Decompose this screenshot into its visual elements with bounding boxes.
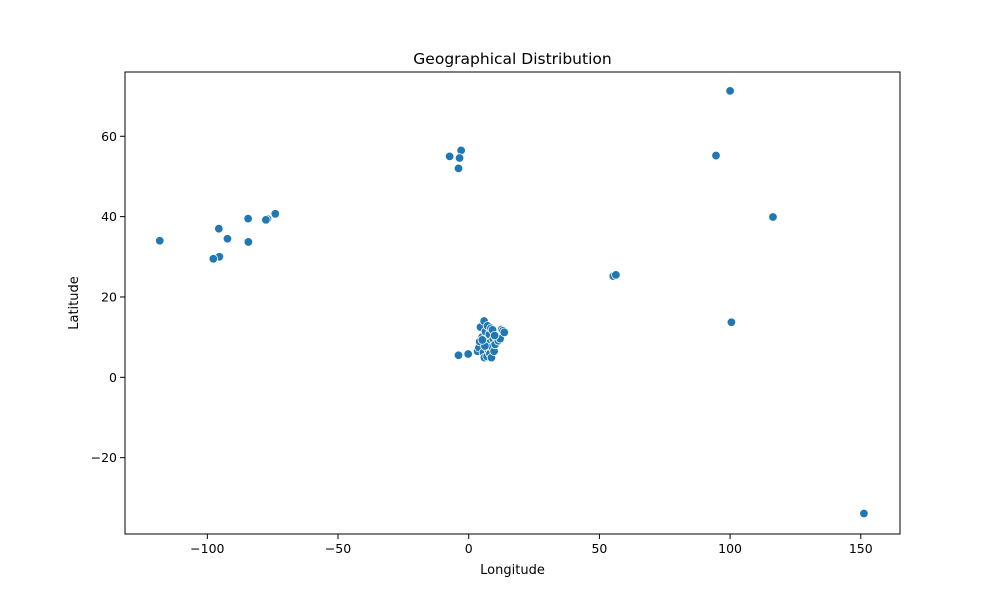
data-point-8 — [444, 151, 455, 162]
data-point-11 — [155, 236, 165, 246]
data-point-10 — [453, 163, 464, 174]
y-tick-label: −20 — [91, 450, 117, 465]
data-point-17 — [222, 234, 233, 244]
data-point-52 — [499, 327, 509, 338]
data-point-2 — [768, 212, 778, 222]
x-tick-label: 0 — [465, 541, 473, 556]
data-point-21 — [453, 350, 464, 360]
x-tick-label: −100 — [190, 541, 224, 556]
x-tick-label: −50 — [325, 541, 351, 556]
data-point-20 — [208, 254, 219, 264]
x-axis: −100 −50 0 50 100 150 — [190, 534, 873, 556]
data-point-14 — [261, 215, 271, 225]
data-point-16 — [214, 223, 224, 234]
y-tick-label: 60 — [101, 129, 117, 144]
y-tick-label: 0 — [109, 370, 117, 385]
data-point-7 — [456, 145, 466, 156]
data-point-4 — [859, 508, 869, 519]
data-point-55 — [489, 330, 500, 341]
plot-area-frame — [124, 71, 901, 535]
data-point-22 — [463, 349, 473, 359]
x-tick-label: 50 — [591, 541, 607, 556]
data-point-9 — [454, 153, 465, 163]
y-tick-label: 40 — [101, 209, 117, 224]
data-point-3 — [726, 317, 737, 327]
x-tick-label: 100 — [718, 541, 742, 556]
y-axis-label: Latitude — [67, 276, 82, 330]
data-point-1 — [711, 150, 721, 161]
y-axis: −20 0 20 40 60 — [91, 129, 125, 465]
data-point-12 — [270, 209, 281, 219]
x-tick-label: 150 — [849, 541, 873, 556]
data-point-54 — [477, 335, 488, 345]
points-layer — [155, 86, 869, 519]
y-tick-label: 20 — [101, 289, 117, 304]
data-point-0 — [725, 86, 735, 96]
x-axis-label: Longitude — [480, 563, 545, 578]
data-point-18 — [243, 237, 254, 247]
data-point-15 — [243, 213, 253, 224]
data-point-6 — [611, 270, 621, 280]
chart-title: Geographical Distribution — [413, 50, 611, 68]
